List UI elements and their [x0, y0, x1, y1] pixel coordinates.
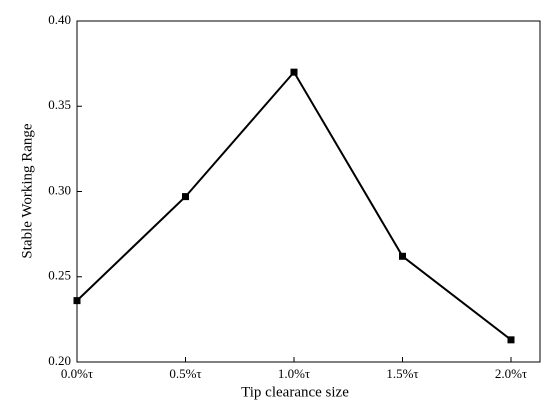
plot-frame	[76, 20, 541, 363]
y-tick-label: 0.35	[48, 97, 71, 112]
x-axis-label: Tip clearance size	[241, 384, 349, 400]
y-tick-label: 0.25	[48, 268, 71, 283]
y-tick-label: 0.20	[48, 353, 71, 368]
x-tick-label: 0.5%τ	[169, 366, 201, 381]
data-point	[290, 68, 298, 76]
x-tick-label: 1.0%τ	[278, 366, 310, 381]
x-tick-label: 0.0%τ	[61, 366, 93, 381]
data-point	[73, 297, 81, 305]
x-tick-label: 1.5%τ	[386, 366, 418, 381]
y-axis-label: Stable Working Range	[19, 123, 35, 259]
y-tick-label: 0.40	[48, 12, 71, 27]
data-point	[507, 336, 515, 344]
data-line	[76, 70, 512, 341]
data-point	[399, 252, 406, 260]
y-tick-label: 0.30	[48, 182, 71, 197]
data-point	[182, 193, 189, 201]
x-tick-label: 2.0%τ	[495, 366, 527, 381]
